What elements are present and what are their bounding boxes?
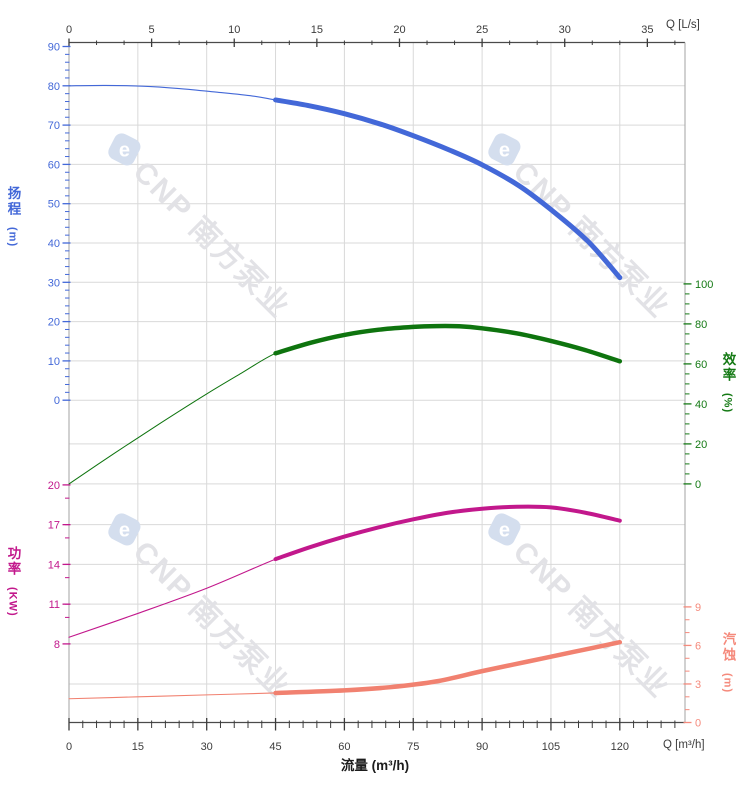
watermark-text: CNP 南方泵业: [507, 534, 678, 705]
tick-label: 30: [48, 277, 60, 289]
tick-label: 17: [48, 520, 60, 532]
efficiency-curve-bold: [273, 323, 623, 364]
npsh-axis-title: 汽蚀 (m): [720, 632, 736, 693]
watermark-logo-icon: [488, 133, 521, 166]
tick-label: 70: [48, 120, 60, 132]
tick-label: 80: [695, 319, 707, 331]
npsh-axis-title-text: 汽蚀: [720, 632, 736, 663]
watermark-logo-letter: e: [119, 519, 130, 541]
watermark-logo-letter: e: [499, 519, 510, 541]
tick-label: 0: [66, 24, 72, 36]
power-curve-bold: [273, 504, 622, 562]
watermark-text: CNP 南方泵业: [127, 534, 298, 705]
tick-label: 20: [695, 439, 707, 451]
tick-label: 60: [48, 159, 60, 171]
power-curve: [68, 504, 622, 638]
tick-label: 100: [695, 279, 713, 291]
efficiency-curve: [68, 323, 623, 485]
head-axis: 0 10 20 30 40 50 60 70 80 90: [48, 42, 71, 407]
top-axis: 0 5 10 15 20 25 30 35: [66, 24, 676, 47]
power-axis: 8 11 14 17 20: [48, 480, 71, 651]
bottom-axis: 0 15 30 45 60 75 90 105 120: [66, 718, 676, 753]
watermark-logo-letter: e: [499, 139, 510, 161]
watermark-logo-icon: [108, 513, 141, 546]
head-curve: [68, 84, 623, 281]
npsh-axis-unit: (m): [721, 672, 734, 693]
tick-label: 0: [54, 395, 60, 407]
tick-label: 10: [48, 356, 60, 368]
tick-label: 25: [476, 24, 488, 36]
watermark-text: CNP 南方泵业: [127, 154, 298, 325]
tick-label: 20: [393, 24, 405, 36]
power-axis-title-text: 功率: [5, 546, 21, 577]
watermark-logo-letter: e: [119, 139, 130, 161]
efficiency-axis-unit: (%): [721, 392, 734, 413]
tick-label: 9: [695, 602, 701, 614]
tick-label: 40: [695, 399, 707, 411]
tick-label: 20: [48, 480, 60, 492]
tick-label: 30: [559, 24, 571, 36]
tick-label: 40: [48, 238, 60, 250]
head-axis-title-text: 扬程: [5, 186, 21, 217]
tick-label: 11: [49, 599, 60, 611]
tick-label: 60: [695, 359, 707, 371]
efficiency-axis: 0 20 40 60 80 100: [683, 279, 713, 491]
tick-label: 0: [695, 479, 701, 491]
watermark-logo-icon: [488, 513, 521, 546]
tick-label: 5: [149, 24, 155, 36]
npsh-curve: [68, 639, 623, 700]
efficiency-axis-title-text: 效率: [720, 352, 736, 383]
tick-label: 14: [48, 559, 60, 571]
tick-label: 75: [407, 741, 419, 753]
tick-label: 10: [228, 24, 240, 36]
head-curve-bold: [273, 97, 623, 281]
tick-label: 30: [201, 741, 213, 753]
tick-label: 105: [542, 741, 560, 753]
plot-frame: [68, 41, 686, 724]
watermark-logo-icon: [108, 133, 141, 166]
tick-label: 0: [695, 718, 701, 730]
tick-label: 50: [48, 199, 60, 211]
tick-label: 8: [54, 639, 60, 651]
head-axis-title: 扬程 (m): [5, 186, 21, 247]
power-axis-title: 功率 (KW): [5, 546, 21, 617]
gridlines: [69, 42, 685, 723]
watermark-text: CNP 南方泵业: [507, 154, 678, 325]
npsh-axis: 0 3 6 9: [683, 602, 701, 730]
tick-label: 80: [48, 81, 60, 93]
tick-label: 3: [695, 679, 701, 691]
power-axis-unit: (KW): [6, 586, 19, 617]
tick-label: 90: [48, 42, 60, 54]
head-axis-unit: (m): [6, 226, 19, 247]
tick-label: 60: [338, 741, 350, 753]
npsh-curve-bold: [273, 639, 623, 696]
tick-label: 120: [611, 741, 629, 753]
tick-label: 35: [641, 24, 653, 36]
tick-label: 15: [132, 741, 144, 753]
tick-label: 20: [48, 317, 60, 329]
tick-label: 0: [66, 741, 72, 753]
tick-label: 45: [269, 741, 281, 753]
tick-label: 90: [476, 741, 488, 753]
bottom-axis-unit-label: Q [m³/h]: [663, 739, 705, 751]
tick-label: 6: [695, 640, 701, 652]
top-axis-unit-label: Q [L/s]: [666, 19, 700, 31]
tick-label: 15: [311, 24, 323, 36]
flow-axis-title: 流量 (m³/h): [340, 758, 410, 773]
efficiency-axis-title: 效率 (%): [720, 352, 736, 413]
